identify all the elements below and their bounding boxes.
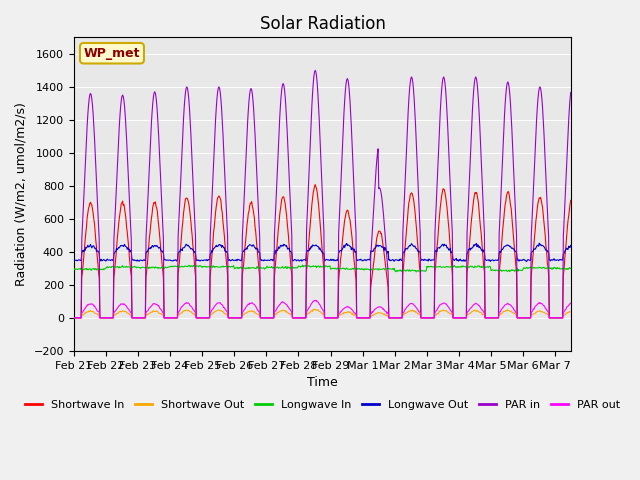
Title: Solar Radiation: Solar Radiation [260,15,385,33]
X-axis label: Time: Time [307,376,338,389]
Y-axis label: Radiation (W/m2, umol/m2/s): Radiation (W/m2, umol/m2/s) [15,102,28,286]
Legend: Shortwave In, Shortwave Out, Longwave In, Longwave Out, PAR in, PAR out: Shortwave In, Shortwave Out, Longwave In… [21,396,624,414]
Text: WP_met: WP_met [84,47,140,60]
